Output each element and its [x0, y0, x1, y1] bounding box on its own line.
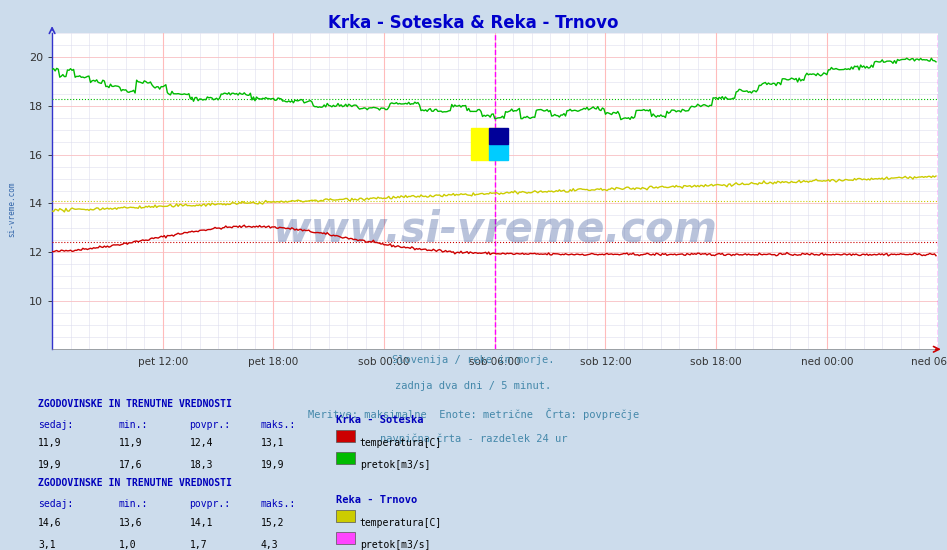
Text: Reka - Trnovo: Reka - Trnovo [336, 495, 418, 505]
Text: 13,1: 13,1 [260, 438, 284, 448]
Text: ned 06:00: ned 06:00 [911, 356, 947, 366]
Text: povpr.:: povpr.: [189, 499, 230, 509]
Text: ZGODOVINSKE IN TRENUTNE VREDNOSTI: ZGODOVINSKE IN TRENUTNE VREDNOSTI [38, 399, 232, 409]
Text: www.si-vreme.com: www.si-vreme.com [273, 208, 717, 250]
Text: pet 18:00: pet 18:00 [248, 356, 298, 366]
Text: maks.:: maks.: [260, 499, 295, 509]
Text: 14,1: 14,1 [189, 518, 213, 528]
Text: zadnja dva dni / 5 minut.: zadnja dva dni / 5 minut. [396, 381, 551, 391]
Text: 15,2: 15,2 [260, 518, 284, 528]
Text: 1,7: 1,7 [189, 540, 207, 550]
Text: Krka - Soteska & Reka - Trnovo: Krka - Soteska & Reka - Trnovo [329, 14, 618, 32]
Text: sob 00:00: sob 00:00 [358, 356, 410, 366]
Text: min.:: min.: [118, 499, 148, 509]
Text: 11,9: 11,9 [118, 438, 142, 448]
Text: 4,3: 4,3 [260, 540, 278, 550]
Text: si-vreme.com: si-vreme.com [7, 182, 16, 236]
Text: 1,0: 1,0 [118, 540, 136, 550]
Text: temperatura[C]: temperatura[C] [360, 438, 442, 448]
Text: min.:: min.: [118, 420, 148, 430]
Text: Slovenija / reke in morje.: Slovenija / reke in morje. [392, 355, 555, 365]
Text: ZGODOVINSKE IN TRENUTNE VREDNOSTI: ZGODOVINSKE IN TRENUTNE VREDNOSTI [38, 478, 232, 488]
Text: navpična črta - razdelek 24 ur: navpična črta - razdelek 24 ur [380, 434, 567, 444]
Text: 12,4: 12,4 [189, 438, 213, 448]
Text: pet 12:00: pet 12:00 [137, 356, 188, 366]
Bar [489, 144, 509, 160]
Text: pretok[m3/s]: pretok[m3/s] [360, 460, 430, 470]
Text: sob 06:00: sob 06:00 [469, 356, 521, 366]
Bar [471, 128, 499, 160]
Text: Meritve: maksimalne  Enote: metrične  Črta: povprečje: Meritve: maksimalne Enote: metrične Črta… [308, 408, 639, 420]
Text: 19,9: 19,9 [260, 460, 284, 470]
Text: 19,9: 19,9 [38, 460, 62, 470]
Text: 13,6: 13,6 [118, 518, 142, 528]
Text: 18,3: 18,3 [189, 460, 213, 470]
Text: ned 00:00: ned 00:00 [800, 356, 853, 366]
Bar [489, 128, 509, 144]
Text: temperatura[C]: temperatura[C] [360, 518, 442, 528]
Text: 3,1: 3,1 [38, 540, 56, 550]
Text: povpr.:: povpr.: [189, 420, 230, 430]
Text: maks.:: maks.: [260, 420, 295, 430]
Text: sedaj:: sedaj: [38, 420, 73, 430]
Text: sedaj:: sedaj: [38, 499, 73, 509]
Text: sob 18:00: sob 18:00 [690, 356, 742, 366]
Text: 11,9: 11,9 [38, 438, 62, 448]
Text: 17,6: 17,6 [118, 460, 142, 470]
Text: sob 12:00: sob 12:00 [580, 356, 632, 366]
Text: Krka - Soteska: Krka - Soteska [336, 415, 423, 425]
Text: 14,6: 14,6 [38, 518, 62, 528]
Text: pretok[m3/s]: pretok[m3/s] [360, 540, 430, 550]
